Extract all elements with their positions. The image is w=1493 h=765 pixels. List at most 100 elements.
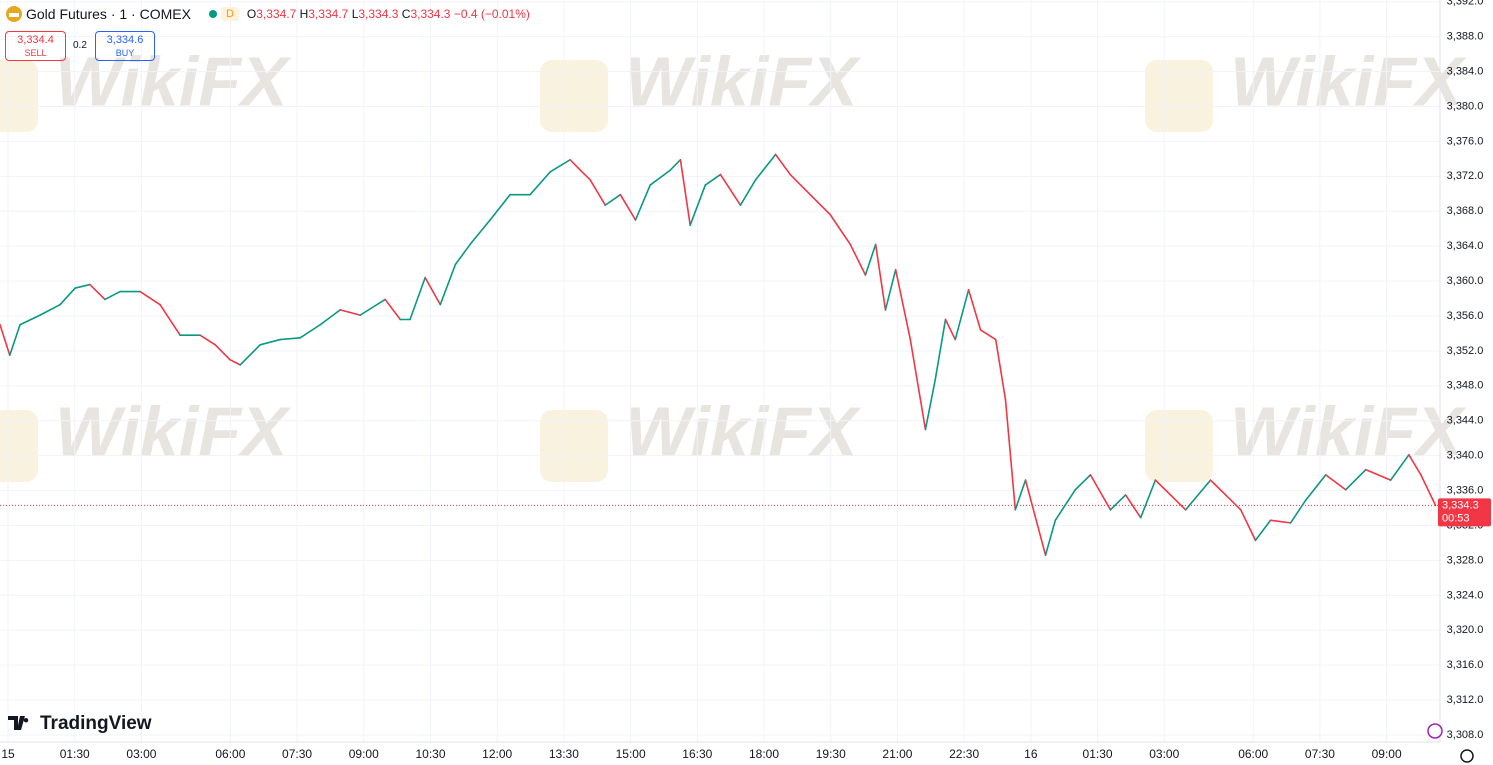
header: Gold Futures · 1 · COMEX D O3,334.7 H3,3… bbox=[6, 6, 530, 22]
settings-icon[interactable] bbox=[1460, 749, 1474, 763]
price-segment bbox=[1304, 474, 1327, 501]
price-segment bbox=[1004, 399, 1017, 511]
x-tick-label: 09:00 bbox=[349, 747, 379, 761]
price-segment bbox=[89, 283, 106, 301]
x-tick-label: 16:30 bbox=[682, 747, 712, 761]
close-label: C bbox=[401, 7, 411, 21]
watermark: WikiFX bbox=[1230, 392, 1467, 470]
buy-label: BUY bbox=[115, 48, 135, 58]
price-segment bbox=[604, 193, 622, 206]
price-segment bbox=[1089, 474, 1112, 511]
price-segment bbox=[579, 169, 591, 181]
price-segment bbox=[104, 290, 121, 301]
x-tick-label: 13:30 bbox=[549, 747, 579, 761]
price-segment bbox=[489, 193, 511, 221]
x-tick-label: 15:00 bbox=[616, 747, 646, 761]
price-segment bbox=[299, 323, 321, 339]
x-tick-label: 21:00 bbox=[882, 747, 912, 761]
price-segment bbox=[894, 268, 912, 341]
alert-icon[interactable] bbox=[1427, 723, 1443, 739]
low-label: L bbox=[351, 7, 359, 21]
price-segment bbox=[669, 158, 682, 172]
price-segment bbox=[569, 158, 582, 172]
watermarks: WikiFX WikiFX WikiFX WikiFX WikiFX WikiFX bbox=[0, 42, 1467, 482]
y-tick-label: 3,372.0 bbox=[1447, 170, 1484, 182]
price-segment bbox=[359, 298, 386, 316]
watermark-logo bbox=[1145, 410, 1213, 482]
price-segment bbox=[874, 243, 887, 311]
x-tick-label: 10:30 bbox=[415, 747, 445, 761]
watermark-logo bbox=[1145, 60, 1213, 132]
y-tick-label: 3,376.0 bbox=[1447, 135, 1484, 147]
price-segment bbox=[754, 153, 777, 181]
price-segment bbox=[1074, 474, 1092, 491]
last-price-label: 3,334.3 bbox=[1442, 499, 1479, 511]
price-segment bbox=[439, 263, 457, 306]
watermark: WikiFX bbox=[55, 392, 292, 470]
price-segment bbox=[679, 158, 692, 227]
price-segment bbox=[259, 338, 281, 346]
price-segment bbox=[934, 318, 947, 381]
watermark: WikiFX bbox=[625, 42, 862, 120]
price-segment bbox=[454, 243, 471, 266]
plot bbox=[0, 153, 1440, 556]
last-price-tag bbox=[1438, 498, 1491, 527]
y-tick-label: 3,308.0 bbox=[1447, 729, 1484, 741]
price-segment bbox=[1289, 499, 1307, 524]
status-dot bbox=[208, 10, 217, 18]
sell-price: 3,334.4 bbox=[17, 34, 54, 46]
price-segment bbox=[1209, 479, 1227, 496]
price-segment bbox=[864, 243, 877, 276]
x-tick-label: 06:00 bbox=[1238, 747, 1268, 761]
watermark-logo bbox=[540, 60, 608, 132]
price-segment bbox=[239, 344, 261, 366]
y-tick-label: 3,364.0 bbox=[1447, 240, 1484, 252]
price-segment bbox=[909, 338, 927, 431]
symbol-icon bbox=[6, 6, 22, 22]
spread: 0.2 bbox=[73, 40, 87, 51]
price-segment bbox=[339, 309, 362, 316]
brand-logo: TradingView bbox=[8, 713, 152, 734]
x-tick-label: 19:30 bbox=[816, 747, 846, 761]
price-segment bbox=[1344, 468, 1367, 491]
price-segment bbox=[967, 289, 982, 331]
price-segment bbox=[1389, 454, 1410, 481]
price-segment bbox=[59, 287, 76, 306]
y-tick-label: 3,380.0 bbox=[1447, 100, 1484, 112]
x-tick-label: 12:00 bbox=[482, 747, 512, 761]
price-segment bbox=[19, 314, 41, 326]
price-segment bbox=[229, 358, 241, 366]
symbol-title: Gold Futures · 1 · COMEX bbox=[26, 6, 191, 22]
price-segment bbox=[1254, 519, 1272, 542]
price-segment bbox=[1239, 508, 1257, 542]
y-tick-label: 3,384.0 bbox=[1447, 65, 1484, 77]
open: 3,334.7 bbox=[256, 7, 297, 21]
buy-price: 3,334.6 bbox=[106, 34, 144, 46]
watermark: WikiFX bbox=[625, 392, 862, 470]
high-label: H bbox=[299, 7, 309, 21]
price-segment bbox=[529, 171, 551, 196]
price-segment bbox=[0, 323, 11, 357]
price-segment bbox=[1139, 479, 1157, 519]
x-tick-label: 06:00 bbox=[215, 747, 245, 761]
price-segment bbox=[319, 309, 342, 326]
price-segment bbox=[944, 318, 957, 341]
y-tick-label: 3,312.0 bbox=[1447, 694, 1484, 706]
price-segment bbox=[589, 179, 607, 206]
price-segment bbox=[1269, 519, 1292, 524]
open-label: O bbox=[246, 7, 257, 21]
countdown: 00:53 bbox=[1442, 512, 1470, 524]
close: 3,334.3 bbox=[410, 7, 451, 21]
sell-button[interactable]: 3,334.4 SELL bbox=[5, 31, 66, 61]
buy-button[interactable]: 3,334.6 BUY bbox=[95, 31, 155, 61]
high: 3,334.7 bbox=[308, 7, 349, 21]
grid bbox=[0, 0, 1440, 742]
price-segment bbox=[924, 378, 937, 431]
price-segment bbox=[74, 283, 91, 289]
price-segment bbox=[689, 184, 707, 227]
price-segment bbox=[1408, 454, 1422, 476]
y-tick-label: 3,320.0 bbox=[1447, 624, 1484, 636]
y-tick-label: 3,324.0 bbox=[1447, 589, 1484, 601]
